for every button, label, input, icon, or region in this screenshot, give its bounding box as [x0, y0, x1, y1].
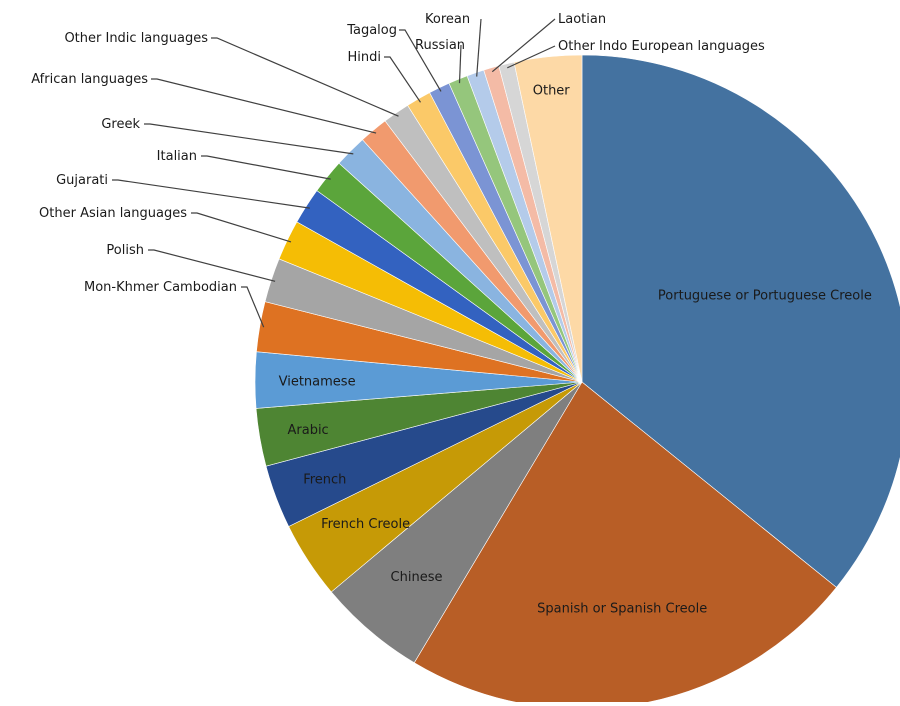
pie-label-laotian: Laotian	[558, 12, 606, 27]
leader-line-other-asian-languages	[191, 212, 292, 243]
leader-line-gujarati	[112, 179, 310, 209]
pie-label-french-creole: French Creole	[321, 517, 410, 532]
leader-line-other-indic-languages	[211, 37, 399, 117]
pie-label-italian: Italian	[157, 149, 197, 164]
leader-line-mon-khmer-cambodian	[241, 286, 265, 328]
leader-line-hindi	[384, 56, 421, 103]
pie-label-chinese: Chinese	[391, 570, 443, 585]
pie-label-mon-khmer-cambodian: Mon-Khmer Cambodian	[84, 280, 237, 295]
leader-lines-layer	[112, 18, 556, 328]
leader-line-russian	[458, 44, 462, 84]
pie-label-spanish-or-spanish-creole: Spanish or Spanish Creole	[537, 601, 707, 616]
slices-layer	[254, 54, 900, 706]
labels-layer: Portuguese or Portuguese Creole Spanish o…	[31, 12, 872, 616]
pie-label-greek: Greek	[101, 117, 140, 132]
leader-line-italian	[201, 155, 331, 180]
pie-label-gujarati: Gujarati	[56, 173, 108, 188]
pie-label-tagalog: Tagalog	[346, 23, 397, 38]
leader-line-korean	[476, 18, 482, 77]
pie-slice-portuguese-or-portuguese-creole	[581, 54, 900, 588]
pie-label-russian: Russian	[415, 38, 465, 53]
pie-slice-other	[513, 54, 583, 383]
leader-line-african-languages	[151, 78, 377, 134]
leader-line-greek	[144, 123, 354, 155]
pie-label-other-asian-languages: Other Asian languages	[39, 206, 187, 221]
leader-line-polish	[148, 249, 276, 282]
leader-line-laotian	[491, 18, 556, 73]
pie-label-other: Other	[533, 83, 571, 98]
pie-label-arabic: Arabic	[287, 423, 328, 438]
pie-label-french: French	[303, 473, 346, 488]
pie-label-korean: Korean	[425, 12, 470, 27]
leader-line-other-indo-european-languages	[507, 45, 556, 69]
leader-line-tagalog	[399, 29, 442, 92]
pie-label-african-languages: African languages	[31, 72, 148, 87]
pie-label-hindi: Hindi	[348, 50, 382, 65]
pie-label-polish: Polish	[106, 243, 144, 258]
pie-label-other-indic-languages: Other Indic languages	[64, 31, 208, 46]
pie-label-other-indo-european-languages: Other Indo European languages	[558, 39, 765, 54]
pie-label-portuguese-or-portuguese-creole: Portuguese or Portuguese Creole	[658, 289, 872, 304]
pie-label-vietnamese: Vietnamese	[279, 374, 356, 389]
